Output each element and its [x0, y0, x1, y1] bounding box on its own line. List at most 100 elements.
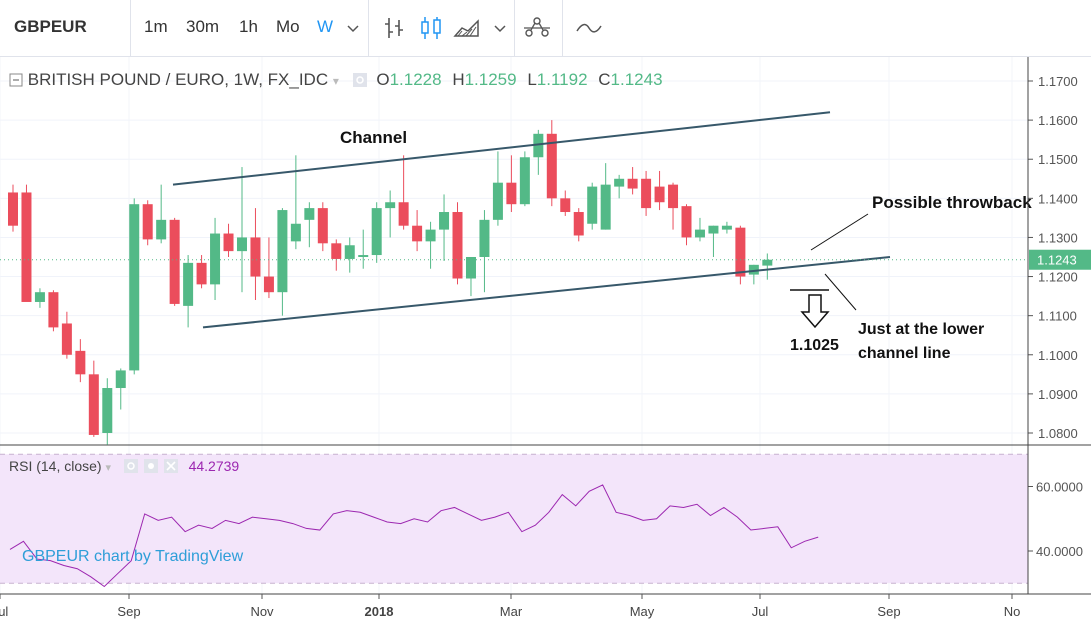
chevron-down-icon[interactable]: ▾	[105, 462, 112, 474]
chart-area[interactable]: Channel Possible throwback Just at the low…	[0, 57, 1091, 627]
candle-body	[371, 208, 382, 256]
price-axis-label: 1.1400	[1038, 191, 1078, 206]
annotation-text: Possible throwback	[872, 193, 1032, 212]
open-value: 1.1228	[389, 70, 442, 89]
candle-body	[250, 237, 261, 277]
candle-body	[748, 264, 759, 275]
compare-line-icon[interactable]	[574, 14, 604, 42]
candle-body	[533, 133, 544, 158]
rsi-axis-label: 60.0000	[1036, 480, 1083, 495]
candle-body	[196, 262, 207, 285]
time-axis-label: 2018	[365, 604, 394, 619]
bar-chart-icon[interactable]	[380, 14, 410, 42]
candle-body	[129, 204, 140, 371]
interval-w[interactable]: W	[317, 17, 334, 36]
candle-body	[48, 292, 59, 328]
annotation-text: 1.1025	[790, 337, 839, 354]
candle-body	[452, 212, 463, 279]
low-value: 1.1192	[536, 70, 588, 89]
price-axis-label: 1.1500	[1038, 152, 1078, 167]
annotations: Channel Possible throwback Just at the low…	[340, 128, 1032, 362]
candle-body	[668, 184, 679, 209]
candle-body	[142, 204, 153, 240]
candle-body	[721, 225, 732, 230]
channel-lower-line	[202, 256, 891, 329]
candle-body	[708, 225, 719, 234]
watermark: GBPEUR chart by TradingView	[22, 548, 244, 565]
time-axis-label: Sep	[117, 604, 140, 619]
open-label: O	[376, 70, 390, 89]
candle-body	[183, 262, 194, 306]
price-legend: BRITISH POUND / EURO, 1W, FX_IDC ▾ O1.12…	[9, 70, 663, 90]
high-value: 1.1259	[464, 70, 517, 89]
candle-body	[681, 206, 692, 238]
candle-body	[762, 259, 773, 266]
time-axis-label: Jul	[752, 604, 769, 619]
interval-1m[interactable]: 1m	[144, 17, 168, 36]
candle-body	[385, 202, 396, 209]
candle-body	[169, 219, 180, 304]
interval-mo[interactable]: Mo	[276, 17, 300, 36]
candle-body	[546, 133, 557, 199]
axes: 1.1700 1.1600 1.1500 1.1400 1.1300 1.1200 1.11…	[0, 57, 1091, 619]
eye-icon[interactable]	[123, 458, 139, 474]
settings-icon[interactable]	[143, 458, 159, 474]
rsi-line	[9, 484, 819, 588]
rsi-legend: RSI (14, close) ▾ 44.2739	[9, 458, 239, 474]
candle-body	[358, 255, 369, 257]
rsi-pane	[0, 444, 1091, 588]
candle-body	[735, 227, 746, 277]
candle-body	[156, 219, 167, 240]
price-axis-label: 1.1300	[1038, 230, 1078, 245]
top-toolbar: GBPEUR 1m 30m 1h Mo W	[0, 0, 1091, 57]
symbol-label: GBPEUR	[14, 17, 87, 36]
candle-body	[465, 256, 476, 279]
candle-body	[412, 225, 423, 242]
chevron-down-icon[interactable]	[343, 14, 363, 42]
candle-body	[236, 237, 247, 252]
down-arrow-icon	[800, 294, 830, 329]
candle-body	[479, 219, 490, 257]
candle-body	[600, 184, 611, 230]
candle-body	[654, 186, 665, 203]
candles-group	[8, 120, 773, 445]
candlestick-icon[interactable]	[416, 14, 446, 42]
annotation-text: Just at the lower	[858, 321, 984, 338]
last-price-label: 1.1243	[1037, 253, 1077, 268]
candle-body	[8, 192, 18, 226]
candle-body	[34, 292, 45, 302]
candle-body	[587, 186, 598, 224]
interval-1h[interactable]: 1h	[239, 17, 258, 36]
price-axis-label: 1.0900	[1038, 387, 1078, 402]
low-label: L	[527, 70, 537, 89]
candle-body	[88, 374, 99, 435]
annotation-text: Channel	[340, 128, 407, 147]
price-axis-label: 1.1200	[1038, 270, 1078, 285]
collapse-icon[interactable]	[9, 73, 23, 87]
close-icon[interactable]	[163, 458, 179, 474]
chevron-down-icon[interactable]: ▾	[332, 74, 339, 88]
time-axis-label: May	[630, 604, 655, 619]
candle-body	[641, 178, 652, 209]
close-value: 1.1243	[610, 70, 663, 89]
close-label: C	[598, 70, 611, 89]
candle-body	[277, 210, 288, 293]
symbol-search[interactable]: GBPEUR	[0, 0, 131, 56]
chevron-down-icon[interactable]	[490, 14, 510, 42]
price-axis-label: 1.1000	[1038, 348, 1078, 363]
lower-line-pointer	[824, 273, 857, 311]
series-title: BRITISH POUND / EURO, 1W, FX_IDC	[27, 70, 329, 89]
candle-body	[492, 182, 503, 220]
last-price-marker	[1029, 249, 1091, 270]
candle-body	[317, 208, 328, 244]
candle-body	[61, 323, 72, 355]
rsi-band	[0, 454, 1028, 584]
indicators-icon[interactable]	[522, 14, 552, 42]
area-chart-icon[interactable]	[452, 14, 482, 42]
candle-body	[560, 198, 571, 213]
eye-icon[interactable]	[352, 72, 368, 88]
channel-lines	[0, 111, 1028, 329]
interval-30m[interactable]: 30m	[186, 17, 220, 36]
candle-body	[263, 276, 274, 293]
candle-body	[21, 192, 32, 302]
